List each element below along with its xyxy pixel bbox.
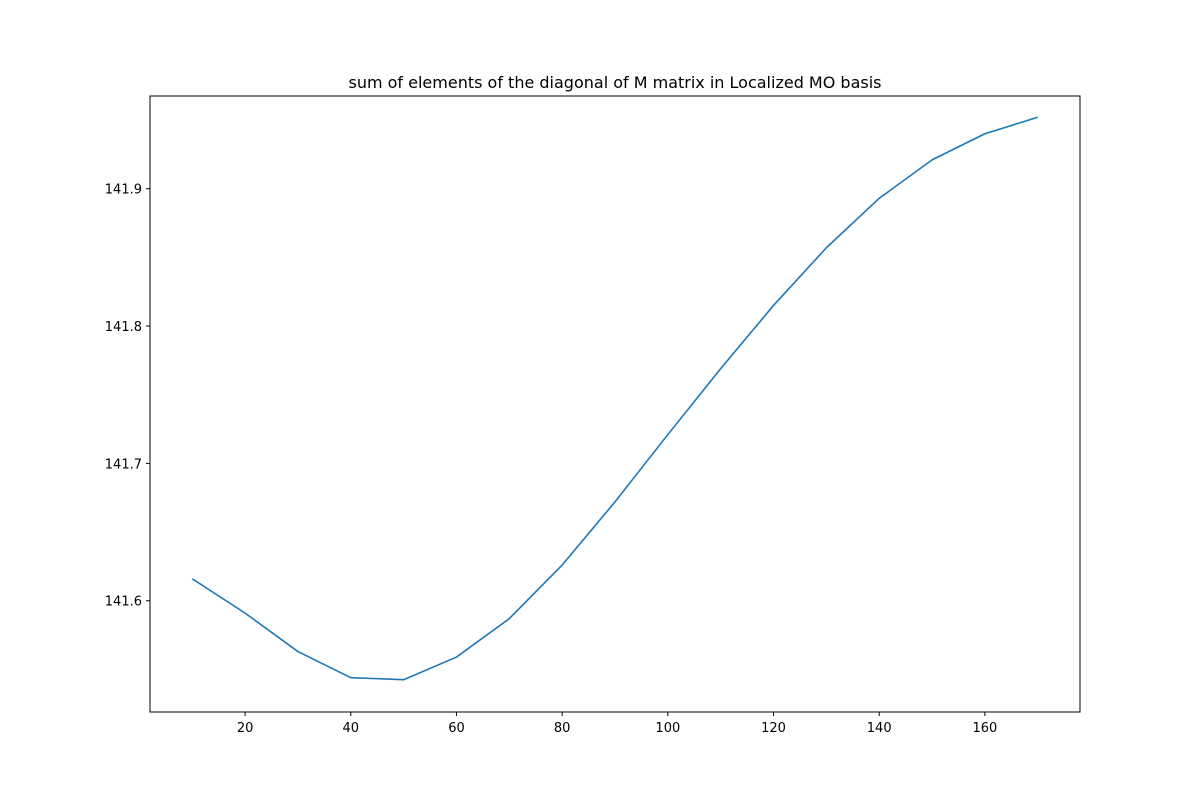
x-axis-ticks: 20 40 60 80 100 120 140 160	[237, 712, 997, 736]
x-tick-label: 20	[237, 721, 254, 736]
x-tick-label: 60	[448, 721, 465, 736]
y-tick-label: 141.7	[105, 457, 142, 472]
x-tick-label: 120	[761, 721, 786, 736]
y-axis-ticks: 141.6 141.7 141.8 141.9	[105, 183, 150, 610]
y-tick-label: 141.8	[105, 320, 142, 335]
series-line-0	[191, 116, 1038, 681]
series-layer	[191, 116, 1038, 681]
y-tick-label: 141.6	[105, 595, 142, 610]
chart-title: sum of elements of the diagonal of M mat…	[348, 73, 881, 92]
x-tick-label: 80	[554, 721, 571, 736]
x-tick-label: 160	[972, 721, 997, 736]
y-tick-label: 141.9	[105, 183, 142, 198]
plot-area-frame	[149, 95, 1081, 713]
x-tick-label: 140	[867, 721, 892, 736]
x-tick-label: 40	[343, 721, 360, 736]
x-tick-label: 100	[655, 721, 680, 736]
